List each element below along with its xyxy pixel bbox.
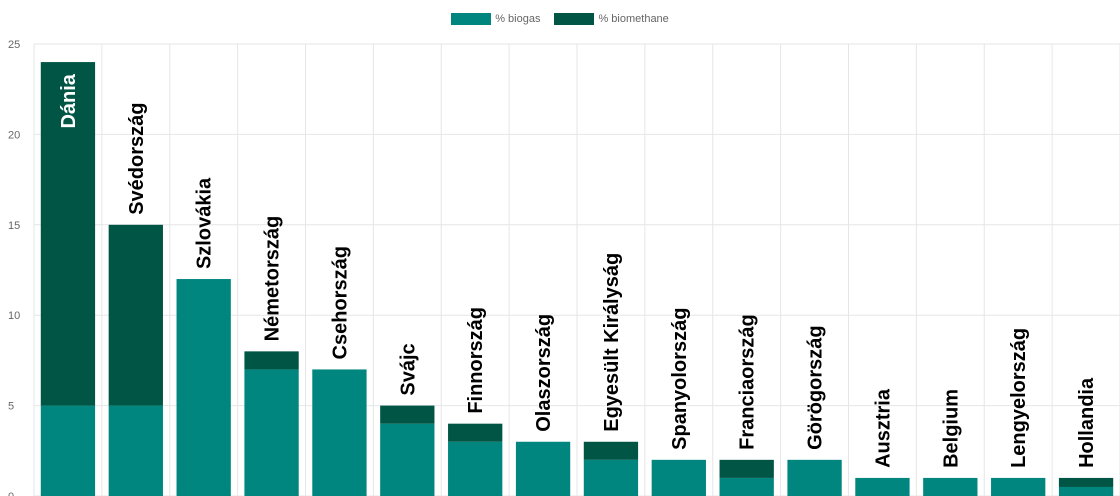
category-label: Lengyelország: [1008, 328, 1030, 468]
bar-biomethane: [40, 62, 96, 406]
category-label: Ausztria: [872, 388, 894, 468]
legend-item-biogas[interactable]: % biogas: [451, 13, 540, 25]
legend-label-biogas: % biogas: [495, 13, 541, 25]
bar-biogas: [108, 405, 163, 496]
category-label: Dánia: [58, 73, 80, 128]
legend: % biogas % biomethane: [0, 8, 1120, 30]
bar-biogas: [855, 477, 910, 496]
category-label: Görögország: [805, 325, 827, 449]
category-label: Svédország: [126, 103, 148, 215]
category-label: Olaszország: [533, 314, 555, 432]
bar-biogas: [651, 459, 706, 496]
bar-biogas: [312, 369, 367, 496]
category-label: Finnország: [465, 307, 487, 414]
category-label: Belgium: [940, 389, 962, 468]
y-tick-label: 20: [8, 129, 20, 141]
bar-biomethane: [719, 459, 774, 478]
bar-biogas: [380, 423, 435, 496]
category-label: Csehország: [329, 246, 351, 359]
category-label: Szlovákia: [194, 177, 216, 269]
bar-biogas: [244, 369, 299, 496]
category-label: Egyesült Királyság: [601, 253, 623, 432]
y-tick-label: 25: [8, 39, 20, 51]
bar-biomethane: [380, 405, 435, 424]
bar-biomethane: [1058, 477, 1114, 487]
category-label: Svájc: [397, 343, 419, 395]
bar-biogas: [787, 459, 842, 496]
legend-swatch-biogas: [451, 13, 492, 25]
bar-biogas: [448, 441, 503, 496]
bar-biogas: [515, 441, 571, 496]
bar-biogas: [923, 477, 978, 496]
category-label: Hollandia: [1076, 377, 1098, 468]
legend-label-biomethane: % biomethane: [598, 13, 669, 25]
bar-biogas: [40, 405, 96, 496]
bar-biogas: [176, 279, 231, 496]
bar-biogas: [583, 459, 639, 496]
y-tick-label: 15: [8, 220, 20, 232]
y-tick-label: 5: [8, 401, 14, 413]
bar-biogas: [991, 477, 1046, 496]
bar-biogas: [1058, 486, 1114, 496]
legend-item-biomethane[interactable]: % biomethane: [554, 13, 669, 25]
category-label: Spanyolország: [669, 308, 691, 450]
bar-biomethane: [108, 224, 163, 406]
category-label: Franciaország: [737, 314, 759, 450]
y-tick-label: 10: [8, 310, 20, 322]
bar-biomethane: [244, 351, 299, 370]
y-tick-label: 0: [8, 491, 14, 496]
category-label: Németország: [262, 216, 284, 342]
bar-biomethane: [448, 423, 503, 442]
bar-biogas: [719, 477, 774, 496]
legend-swatch-biomethane: [554, 13, 595, 25]
bar-biomethane: [583, 441, 639, 460]
